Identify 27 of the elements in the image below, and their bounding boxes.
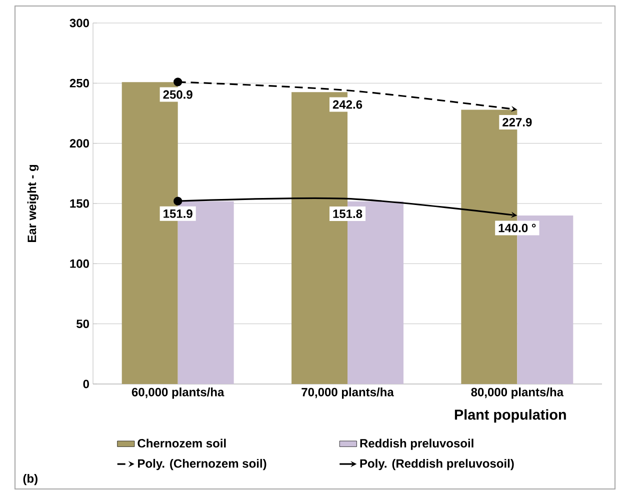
x-axis-title: Plant population xyxy=(454,409,566,423)
point xyxy=(510,212,518,218)
y-tick-label: 0 xyxy=(83,380,89,388)
x-tick-label: 80,000 plants/ha xyxy=(471,388,564,399)
point xyxy=(510,106,518,112)
point xyxy=(174,78,182,86)
y-tick-label: 300 xyxy=(70,18,89,28)
legend-label: Chernozem soil xyxy=(138,438,226,448)
legend-label: Poly. (Chernozem soil) xyxy=(138,458,266,470)
legend-label: Poly. (Reddish preluvosoil) xyxy=(360,458,514,470)
y-tick-label: 200 xyxy=(70,139,89,148)
point xyxy=(174,196,182,206)
y-axis-title: Ear weight - g xyxy=(27,164,39,242)
data-label: 242.6 xyxy=(332,100,362,109)
x-tick-label: 60,000 plants/ha xyxy=(132,388,224,399)
data-label: 227.9 xyxy=(502,118,532,126)
y-tick-label: 250 xyxy=(70,78,89,88)
data-label: 250.9 xyxy=(163,90,192,99)
data-label: 151.8 xyxy=(333,210,362,218)
legend-label: Reddish preluvosoil xyxy=(360,438,474,450)
y-tick-label: 50 xyxy=(76,320,89,328)
text: (b) xyxy=(23,474,38,486)
y-tick-label: 100 xyxy=(70,259,89,268)
y-tick-label: 150 xyxy=(70,199,89,208)
data-label: 140.0 ° xyxy=(498,224,536,232)
data-label: 151.9 xyxy=(164,209,192,218)
x-tick-label: 70,000 plants/ha xyxy=(302,388,394,399)
